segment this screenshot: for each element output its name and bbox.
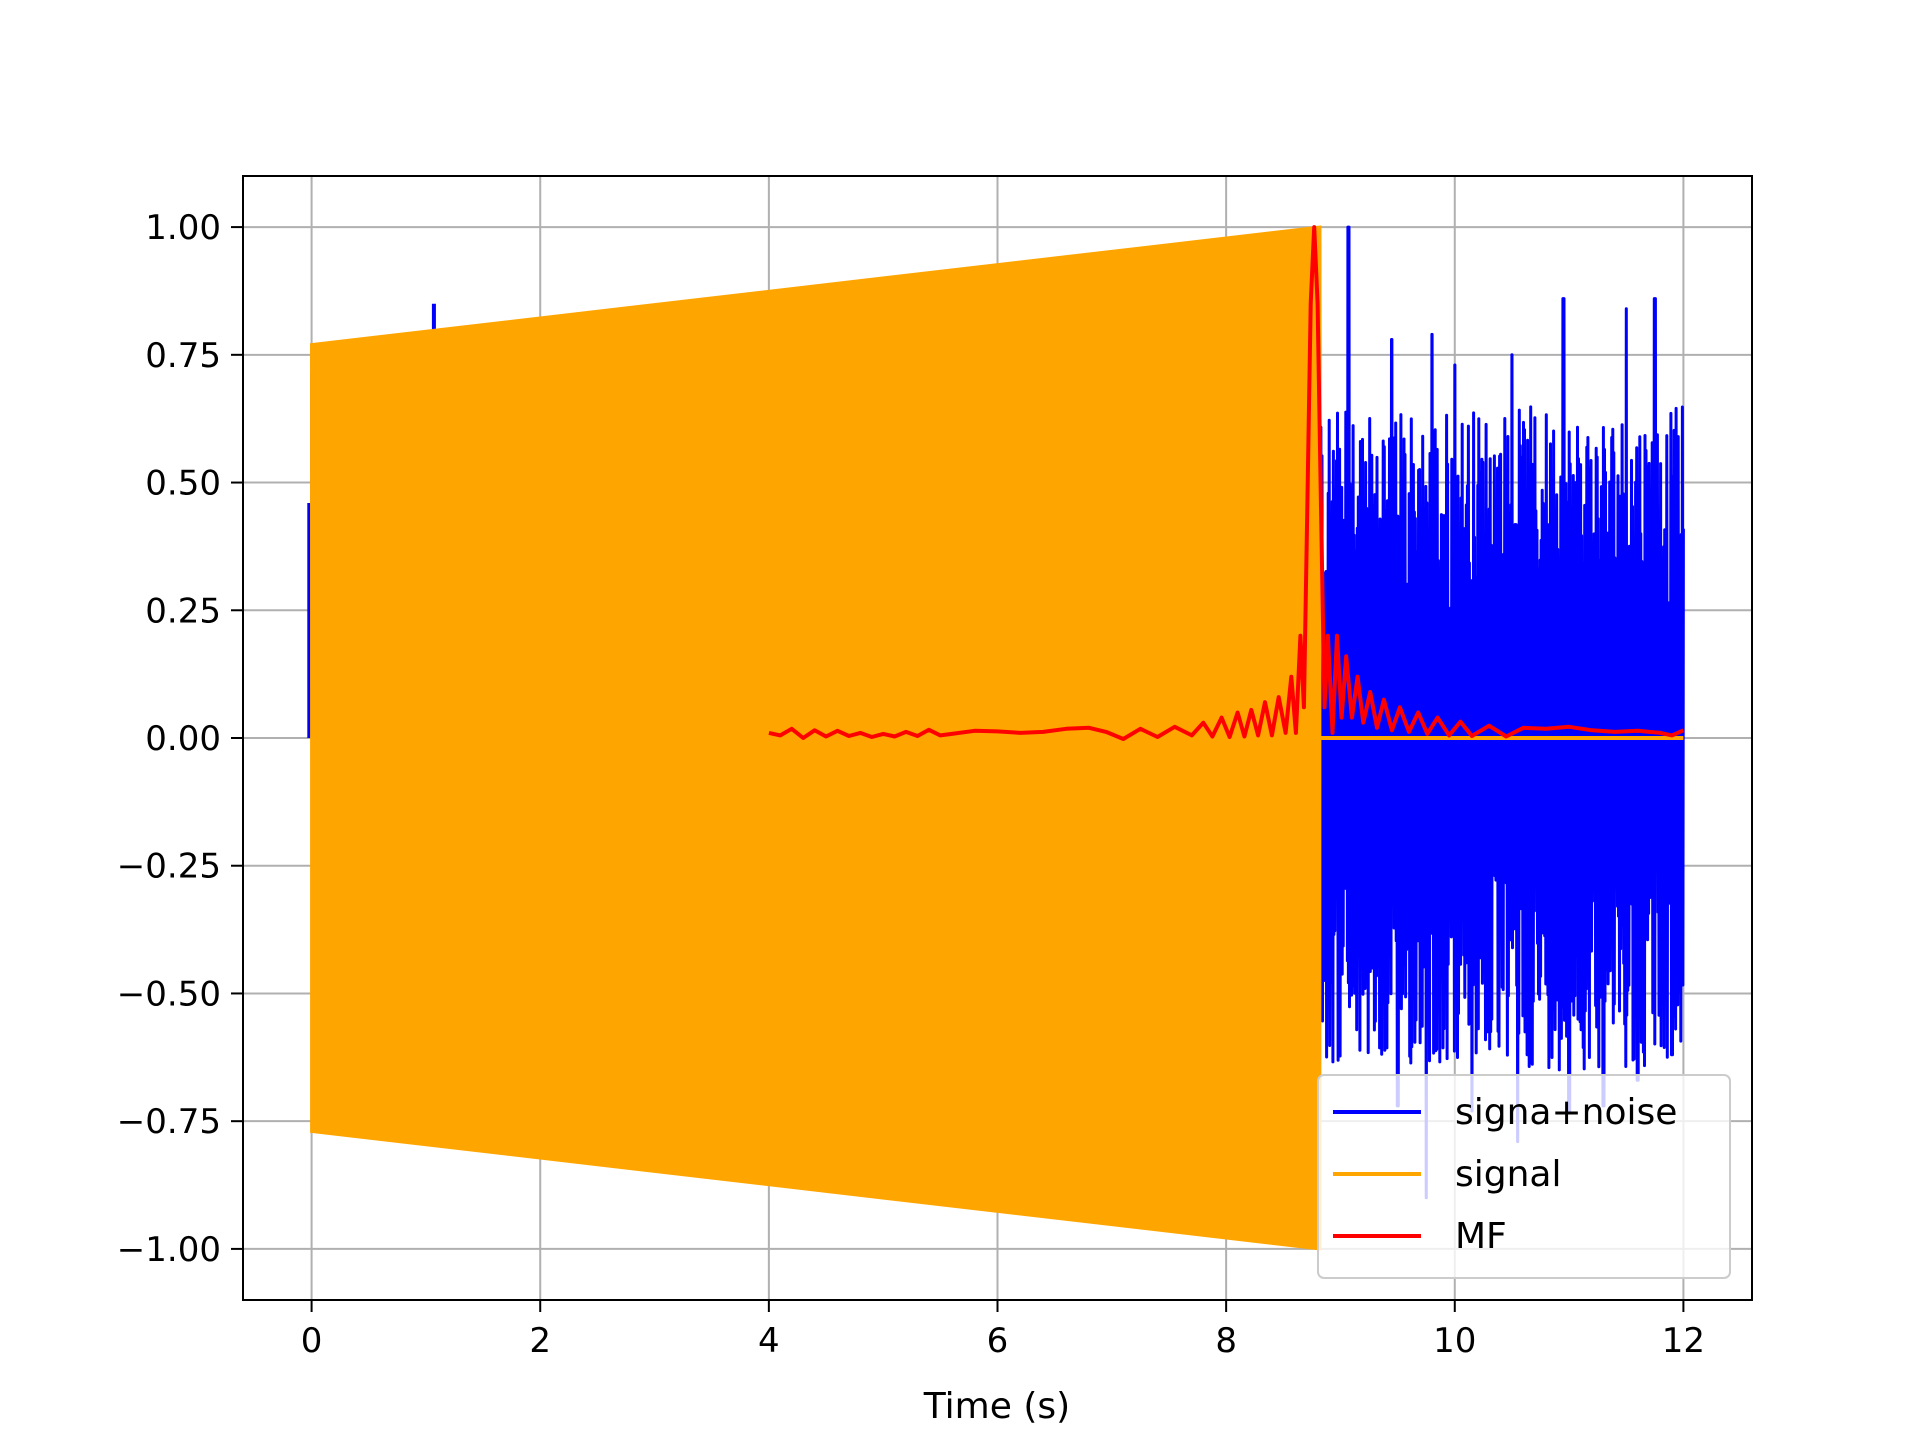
legend-box (1317, 1074, 1731, 1279)
x-tick-label-5: 10 (1433, 1321, 1476, 1361)
y-tick-label-6: −0.50 (117, 974, 221, 1014)
series-line-mf (768, 225, 1685, 741)
y-tick-label-3: 0.25 (145, 591, 221, 631)
y-tick-label-8: −1.00 (117, 1230, 221, 1270)
y-tick-label-0: 1.00 (145, 208, 221, 248)
x-axis-label: Time (s) (923, 1386, 1070, 1427)
x-tick-label-1: 2 (529, 1321, 551, 1361)
series-line-signal (310, 227, 1322, 1249)
y-tick-label-1: 0.75 (145, 336, 221, 376)
y-tick-label-7: −0.75 (117, 1102, 221, 1142)
x-axis-ticks: 0 2 4 6 8 10 12 (301, 1300, 1705, 1361)
legend-label-signal-noise: signa+noise (1455, 1092, 1677, 1133)
y-tick-label-4: 0.00 (145, 719, 221, 759)
x-tick-label-2: 4 (758, 1321, 780, 1361)
x-tick-label-6: 12 (1662, 1321, 1705, 1361)
y-tick-label-5: −0.25 (117, 847, 221, 887)
series-layer (307, 225, 1685, 1251)
x-tick-label-0: 0 (301, 1321, 323, 1361)
x-tick-label-4: 8 (1215, 1321, 1237, 1361)
y-axis-ticks: 1.00 0.75 0.50 0.25 0.00 −0.25 −0.50 −0.75 −1.00 (117, 208, 243, 1270)
legend: signa+noise signal MF (1317, 1074, 1731, 1279)
legend-label-mf: MF (1455, 1216, 1507, 1257)
x-tick-label-3: 6 (987, 1321, 1009, 1361)
mf-series (768, 225, 1685, 741)
signal-series (310, 225, 1684, 1251)
legend-label-signal: signal (1455, 1154, 1562, 1195)
y-tick-label-2: 0.50 (145, 464, 221, 504)
